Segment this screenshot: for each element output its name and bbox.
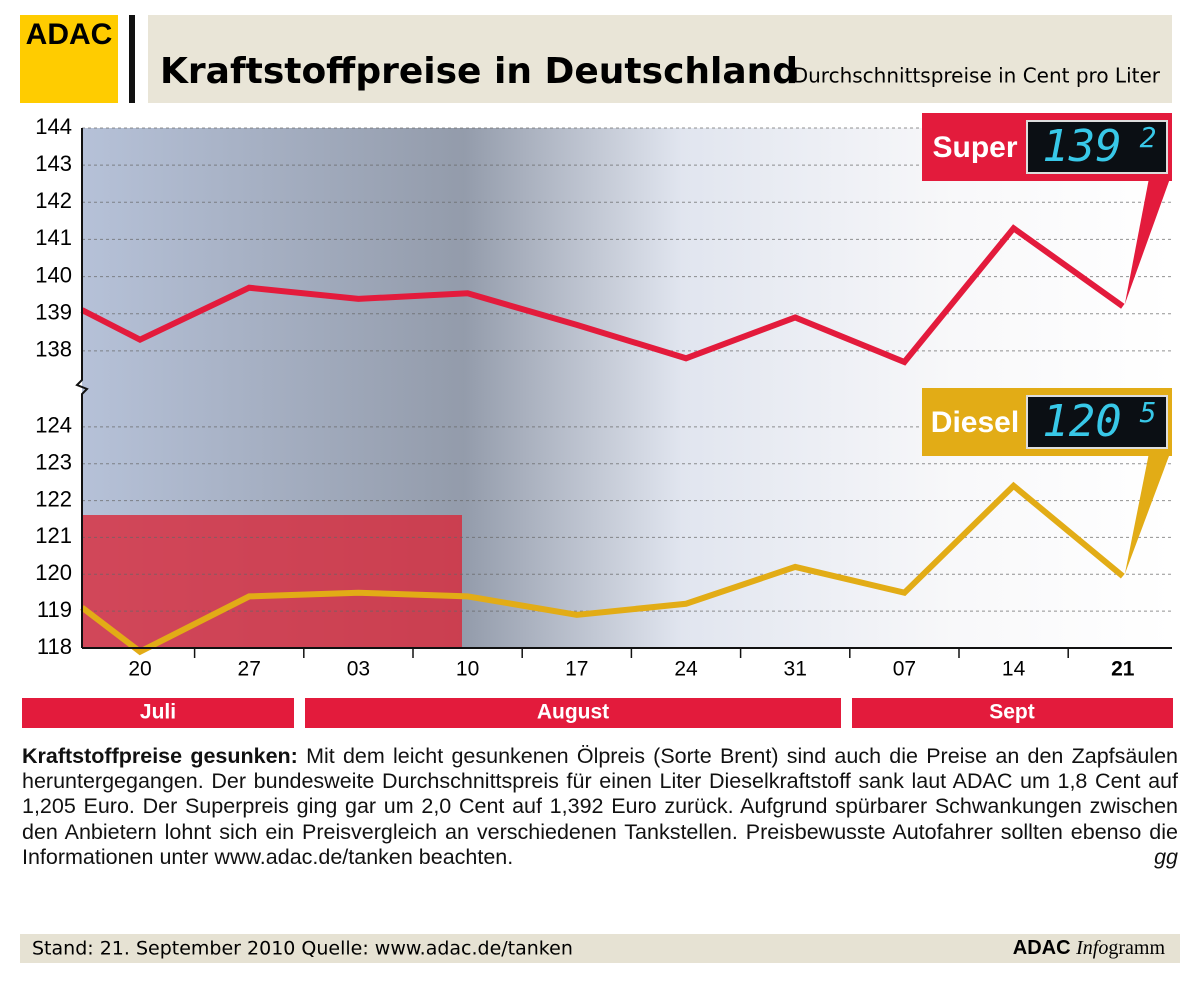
y-axis: [75, 128, 89, 648]
y-tick-label: 138: [35, 337, 72, 362]
header-band: [148, 15, 1172, 103]
month-bar: [852, 698, 1173, 728]
body: Mit dem leicht gesunkenen Ölpreis (Sorte…: [22, 744, 1178, 869]
x-tick-label: 17: [565, 658, 588, 681]
x-tick-label: 10: [456, 658, 479, 681]
logo: ADAC: [26, 18, 113, 51]
description: Kraftstoffpreise gesunken: Mit dem leich…: [22, 744, 1178, 870]
badge-value: 120: [1042, 396, 1121, 447]
y-tick-label: 118: [37, 634, 72, 659]
x-tick-label: 27: [238, 658, 261, 681]
x-tick-label: 21: [1111, 658, 1135, 681]
x-tick-label: 24: [674, 658, 698, 681]
x-tick-label: 14: [1002, 658, 1026, 681]
y-tick-label: 120: [35, 560, 72, 585]
badge-value: 139: [1042, 121, 1121, 172]
y-tick-label: 122: [35, 486, 72, 511]
x-tick-label: 07: [893, 658, 916, 681]
series-line: [80, 481, 1125, 656]
author: gg: [1154, 844, 1178, 869]
y-tick-label: 140: [35, 262, 72, 287]
y-tick-label: 143: [35, 151, 72, 176]
month-bar: [305, 698, 841, 728]
chart-title: Kraftstoffpreise in Deutschland: [160, 51, 798, 92]
footer-band: [20, 934, 1180, 963]
logo-box: [20, 15, 118, 103]
y-tick-label: 144: [35, 114, 72, 139]
lead: Kraftstoffpreise gesunken:: [22, 744, 298, 768]
y-tick-label: 142: [35, 188, 72, 213]
y-tick-label: 119: [37, 597, 72, 622]
divider: [129, 15, 135, 103]
y-tick-label: 121: [35, 523, 72, 548]
chart-subtitle: Durchschnittspreise in Cent pro Liter: [793, 64, 1161, 88]
y-tick-label: 139: [35, 300, 72, 325]
badge-value-sup: 2: [1140, 121, 1157, 154]
month-label: Juli: [140, 701, 176, 724]
badge-display: [1026, 120, 1168, 174]
badge-label: Super: [932, 131, 1017, 164]
brand-italic: Info: [1075, 937, 1108, 959]
badge-value-sup: 5: [1140, 396, 1157, 429]
y-tick-label: 124: [35, 413, 72, 438]
badge-display: [1026, 395, 1168, 449]
month-label: August: [537, 701, 609, 724]
footer-brand: ADAC Infogramm: [1013, 937, 1166, 960]
month-bar: [22, 698, 294, 728]
y-tick-label: 141: [35, 225, 72, 250]
photo-pump: [82, 515, 462, 648]
series-line: [80, 224, 1125, 366]
brand: ADAC: [1013, 937, 1071, 959]
x-tick-label: 03: [347, 658, 370, 681]
badge-pointer: [1124, 448, 1172, 575]
brand-rest: gramm: [1108, 937, 1165, 959]
x-tick-label: 31: [784, 658, 807, 681]
badge-label: Diesel: [931, 406, 1019, 439]
footer-source: Stand: 21. September 2010 Quelle: www.ad…: [32, 938, 573, 960]
y-tick-label: 123: [35, 450, 72, 475]
badge-pointer: [1124, 173, 1172, 305]
month-label: Sept: [989, 701, 1035, 724]
x-tick-label: 20: [128, 658, 151, 681]
